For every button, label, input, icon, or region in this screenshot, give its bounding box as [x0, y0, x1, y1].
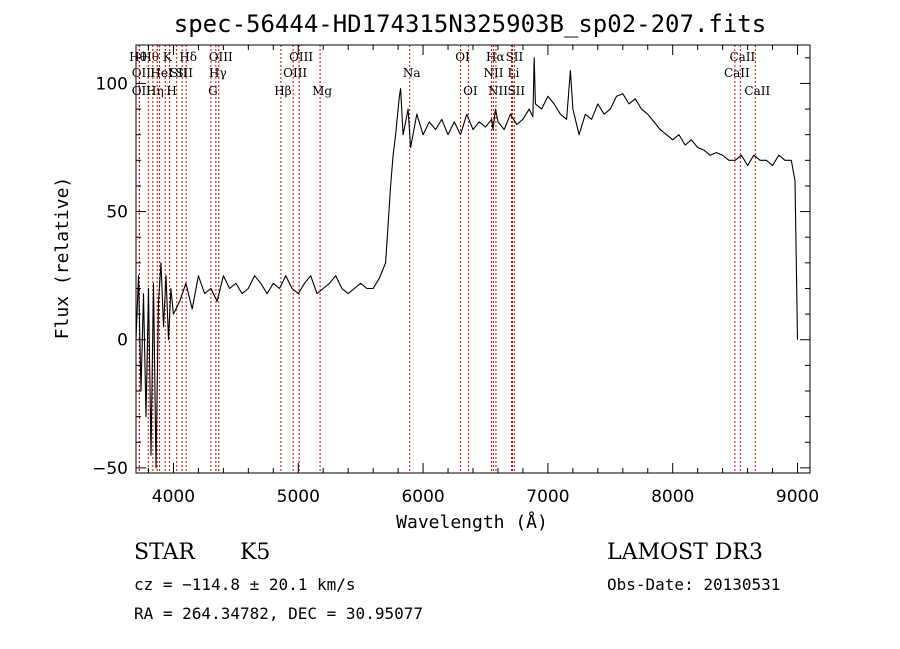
survey-label: LAMOST DR3: [607, 540, 763, 565]
line-label-6: HeI: [150, 66, 173, 80]
x-axis-label: Wavelength (Å): [396, 511, 548, 533]
line-label-10: SII: [175, 66, 193, 80]
y-axis-label: Flux (relative): [52, 177, 73, 340]
line-label-3: Hθ: [141, 50, 159, 64]
line-label-19: Na: [403, 66, 421, 80]
x-axis: 4000 5000 6000 7000 8000 9000: [147, 45, 819, 507]
redshift-text: cz = −114.8 ± 20.1 km/s: [134, 575, 356, 594]
line-label-13: Hγ: [209, 66, 227, 80]
line-label-23: Hα: [486, 50, 505, 64]
object-subclass: K5: [240, 540, 271, 565]
line-label-14: OIII: [209, 50, 233, 64]
line-label-21: OI: [463, 84, 478, 98]
line-label-8: H: [166, 84, 176, 98]
line-label-17: OIII: [289, 50, 313, 64]
x-tick-label-5: 9000: [776, 487, 819, 507]
line-label-12: G: [208, 84, 218, 98]
object-class: STAR: [134, 540, 195, 565]
y-tick-label-3: 100: [96, 74, 128, 94]
line-label-29: CaII: [729, 50, 755, 64]
spectrum-line-0: [135, 57, 799, 469]
chart-title: spec-56444-HD174315N325903B_sp02-207.fit…: [174, 10, 766, 38]
line-label-27: SII: [507, 84, 525, 98]
y-tick-label-2: 50: [106, 203, 128, 223]
line-label-1: OII: [132, 66, 152, 80]
line-label-11: Hδ: [179, 50, 197, 64]
x-tick-label-1: 5000: [277, 487, 320, 507]
line-label-18: Mg: [312, 84, 332, 98]
line-label-25: Li: [508, 66, 520, 80]
line-label-15: Hβ: [274, 84, 291, 98]
y-tick-label-1: 0: [117, 331, 128, 351]
line-label-7: K: [163, 50, 173, 64]
line-label-4: Hη: [146, 84, 164, 98]
line-label-28: CaII: [724, 66, 750, 80]
emission-line-markers: HθOIIOIIHθHηHeHeIKHSIISIIHδGHγOIIIHβOIII…: [129, 45, 770, 473]
x-tick-label-3: 7000: [526, 487, 569, 507]
line-label-24: NII: [488, 84, 508, 98]
y-axis: −50 0 50 100: [92, 57, 810, 479]
y-tick-label-0: −50: [92, 459, 128, 479]
line-label-2: OII: [132, 84, 152, 98]
line-label-20: OI: [455, 50, 470, 64]
line-label-30: CaII: [744, 84, 770, 98]
x-tick-label-4: 8000: [651, 487, 694, 507]
obs-date-text: Obs-Date: 20130531: [607, 575, 781, 594]
line-label-9: SII: [170, 66, 188, 80]
x-tick-label-2: 6000: [401, 487, 444, 507]
plot-series: [135, 57, 799, 469]
line-label-0: Hθ: [129, 50, 147, 64]
plot-frame: [135, 44, 811, 474]
line-label-16: OIII: [283, 66, 307, 80]
x-tick-label-0: 4000: [152, 487, 195, 507]
coordinates-text: RA = 264.34782, DEC = 30.95077: [134, 604, 423, 623]
